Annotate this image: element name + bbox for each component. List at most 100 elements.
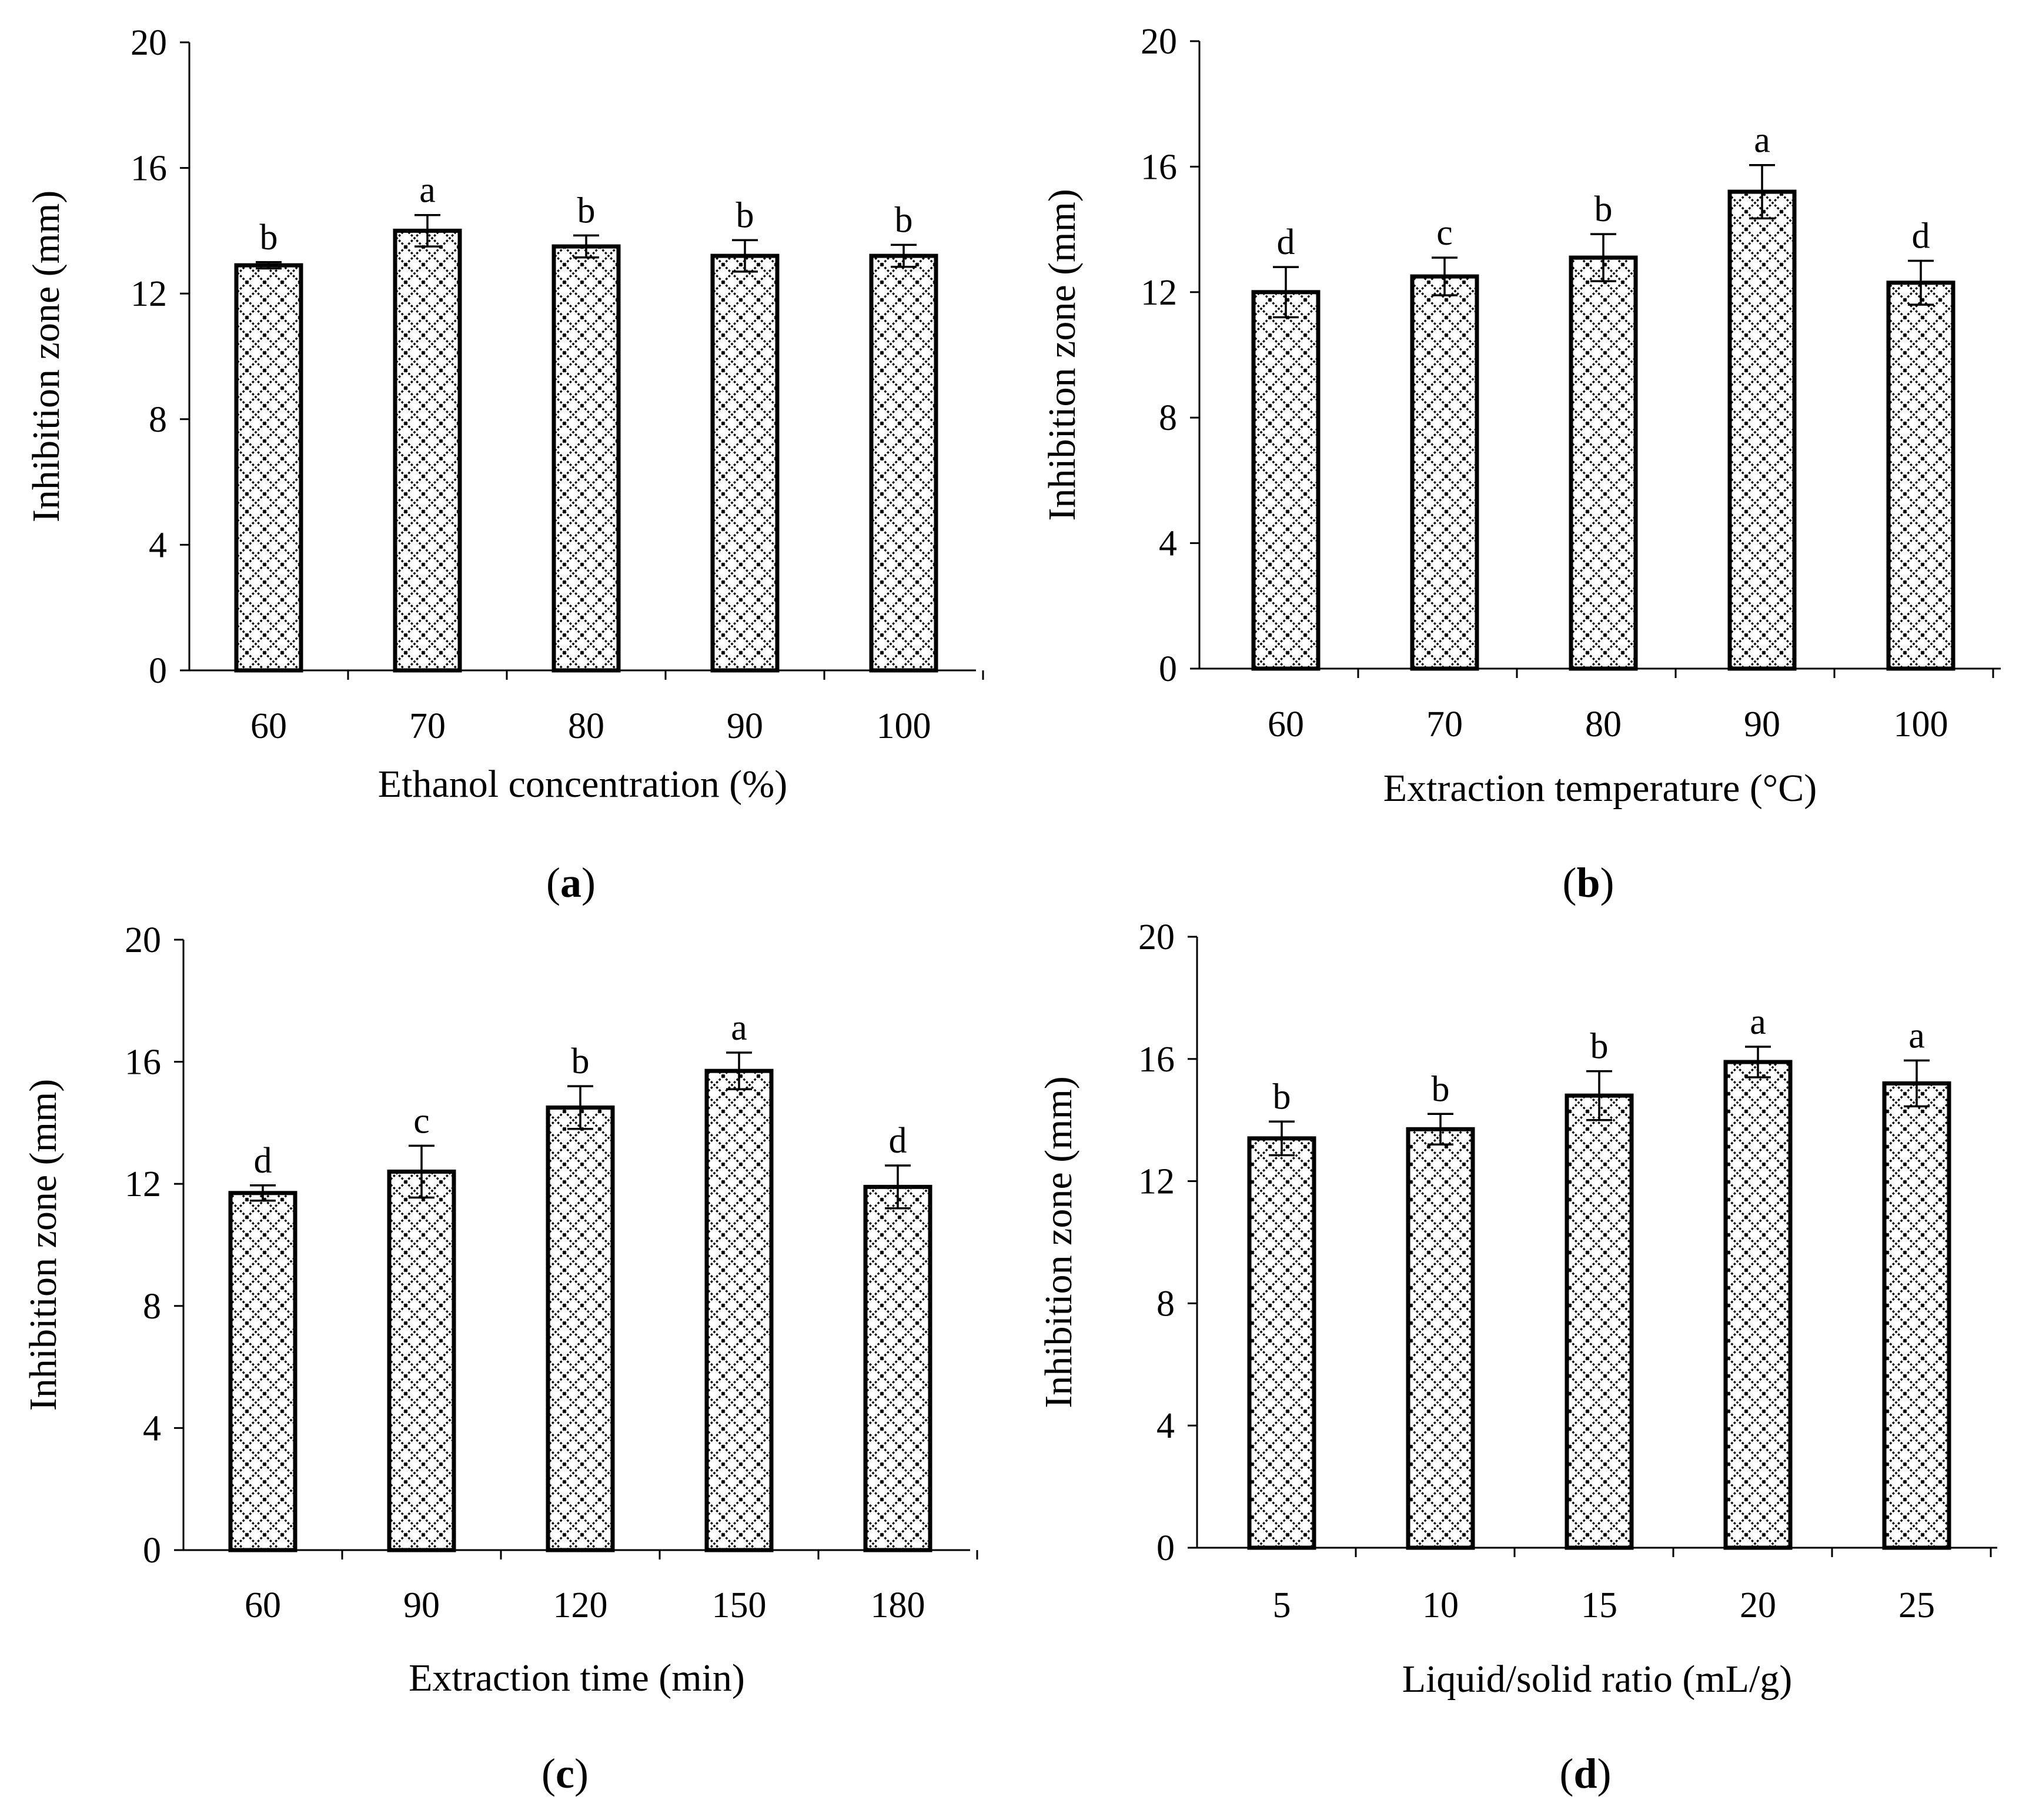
error-bar-80 (573, 234, 599, 259)
x-tick-label: 80 (568, 706, 604, 746)
x-tick-label: 10 (1422, 1585, 1459, 1625)
significance-letter: b (260, 218, 278, 258)
error-bar-5 (1269, 1120, 1295, 1157)
bar-100 (869, 253, 938, 673)
significance-letter: d (254, 1141, 272, 1181)
x-tick-label: 90 (1744, 704, 1780, 744)
significance-letter: c (413, 1101, 430, 1141)
y-tick-label: 16 (131, 149, 167, 189)
panel-c: 0 4 8 12 16 20 d 60 c 90 b 120 a 150 d 180 Extraction ti… (22, 920, 978, 1797)
x-tick-label: 70 (409, 706, 446, 746)
bar-120 (546, 1105, 615, 1552)
y-tick-label: 4 (1159, 524, 1177, 564)
significance-letter: a (419, 171, 436, 211)
error-bar-10 (1428, 1113, 1453, 1146)
error-bar-20 (1745, 1046, 1771, 1078)
error-bar-70 (415, 213, 440, 248)
error-bar-60 (256, 261, 282, 270)
panel-a: 0 4 8 12 16 20 b 60 a 70 b 80 b 90 b 100 Ethanol concent… (25, 23, 984, 906)
significance-letter: b (736, 195, 754, 235)
error-bar-100 (1908, 259, 1934, 306)
bar-80 (1569, 255, 1638, 671)
y-tick-label: 4 (143, 1408, 161, 1448)
x-tick-label: 15 (1581, 1585, 1617, 1625)
x-axis-label: Extraction time (min) (409, 1657, 745, 1699)
panel-b: 0 4 8 12 16 20 d 60 c 70 b 80 a 90 d 100 Extraction temp… (1041, 22, 2001, 906)
significance-letter: a (1750, 1002, 1766, 1042)
significance-letter: a (1754, 121, 1770, 161)
bar-90 (1727, 189, 1797, 671)
error-bar-90 (732, 239, 758, 273)
error-bar-60 (1273, 266, 1299, 319)
bar-90 (387, 1169, 456, 1552)
y-axis-label: Inhibition zone (mm) (22, 1079, 65, 1411)
error-bar-150 (726, 1051, 752, 1091)
panel-caption: (a) (546, 859, 596, 906)
x-tick-label: 5 (1273, 1585, 1291, 1625)
x-axis-label: Extraction temperature (°C) (1383, 767, 1817, 810)
error-bar-100 (891, 243, 917, 268)
y-tick-label: 0 (143, 1531, 161, 1571)
x-tick-label: 100 (877, 706, 931, 746)
y-tick-label: 0 (149, 651, 167, 691)
x-tick-label: 180 (871, 1585, 925, 1625)
y-tick-label: 20 (1141, 22, 1177, 62)
y-tick-label: 0 (1159, 649, 1177, 689)
y-tick-label: 12 (1141, 273, 1177, 313)
x-tick-label: 60 (250, 706, 287, 746)
bar-20 (1723, 1060, 1793, 1550)
error-bar-80 (1590, 233, 1616, 282)
y-tick-label: 8 (1156, 1284, 1175, 1324)
x-tick-label: 90 (403, 1585, 440, 1625)
panel-caption: (d) (1559, 1750, 1611, 1797)
x-tick-label: 20 (1740, 1585, 1776, 1625)
x-tick-label: 60 (245, 1585, 281, 1625)
error-bar-70 (1432, 256, 1458, 296)
bar-60 (234, 263, 303, 673)
significance-letter: b (1432, 1069, 1450, 1109)
bar-60 (1251, 290, 1321, 671)
x-tick-label: 70 (1426, 704, 1463, 744)
y-tick-label: 0 (1156, 1528, 1175, 1568)
x-tick-label: 25 (1898, 1585, 1935, 1625)
x-tick-label: 120 (553, 1585, 608, 1625)
y-tick-label: 8 (1159, 398, 1177, 438)
significance-letter: d (1277, 222, 1295, 262)
error-bar-90 (409, 1144, 434, 1199)
bar-10 (1406, 1127, 1475, 1550)
x-tick-label: 100 (1894, 704, 1948, 744)
x-axis-label: Ethanol concentration (%) (378, 763, 787, 806)
significance-letter: b (895, 200, 913, 240)
y-tick-label: 12 (1138, 1162, 1175, 1202)
significance-letter: b (1273, 1077, 1291, 1117)
bar-25 (1882, 1081, 1951, 1550)
x-tick-label: 80 (1585, 704, 1622, 744)
bar-5 (1247, 1136, 1316, 1550)
significance-letter: a (731, 1008, 747, 1048)
significance-letter: b (577, 191, 596, 231)
y-tick-label: 16 (125, 1043, 161, 1083)
panel-caption: (c) (541, 1750, 589, 1797)
significance-letter: b (571, 1041, 590, 1081)
error-bar-15 (1586, 1070, 1612, 1121)
x-axis-label: Liquid/solid ratio (mL/g) (1402, 1658, 1793, 1701)
bar-150 (704, 1068, 774, 1552)
bar-100 (1886, 280, 1956, 671)
bar-15 (1565, 1093, 1634, 1550)
y-axis-label: Inhibition zone (mm) (25, 191, 68, 523)
x-tick-label: 90 (727, 706, 763, 746)
y-tick-label: 20 (1138, 917, 1175, 957)
error-bar-120 (567, 1085, 593, 1130)
y-axis-label: Inhibition zone (mm) (1037, 1076, 1080, 1408)
bar-70 (393, 228, 462, 673)
significance-letter: d (889, 1121, 907, 1161)
y-axis-label: Inhibition zone (mm) (1041, 189, 1084, 521)
significance-letter: c (1436, 213, 1453, 253)
x-tick-label: 150 (712, 1585, 767, 1625)
bar-180 (863, 1184, 932, 1552)
y-tick-label: 12 (125, 1164, 161, 1204)
y-tick-label: 4 (1156, 1406, 1175, 1446)
y-tick-label: 12 (131, 274, 167, 314)
y-tick-label: 4 (149, 525, 167, 565)
